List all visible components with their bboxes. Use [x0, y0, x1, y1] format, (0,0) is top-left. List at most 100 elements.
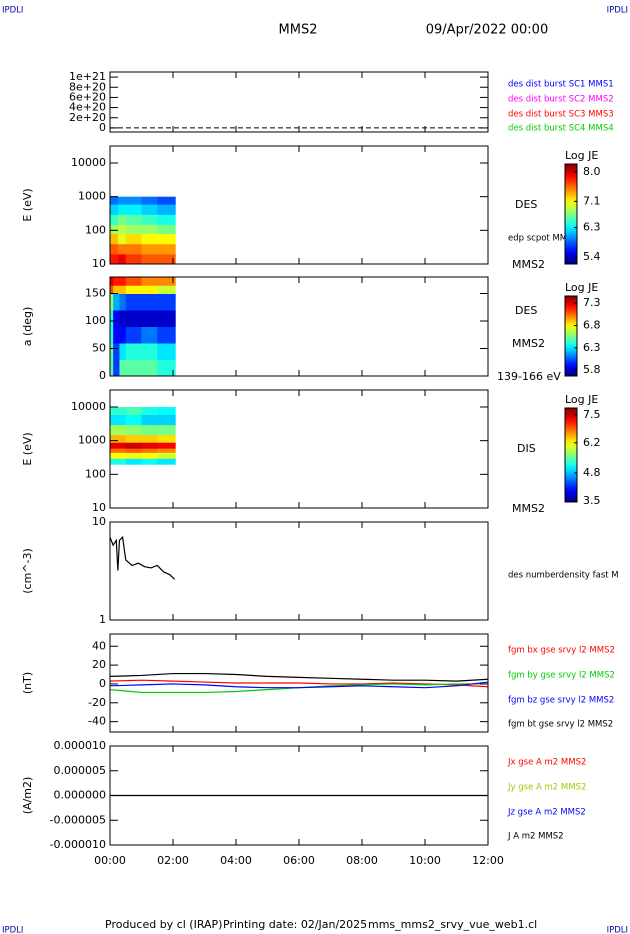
heatmap-cell [157, 310, 176, 327]
y-tick-label: 1000 [78, 434, 106, 447]
panel-frame [109, 521, 489, 621]
heatmap-cell [157, 293, 176, 311]
annotation: MMS2 [512, 502, 545, 515]
colorbar [564, 407, 578, 503]
y-tick-label: 0.000010 [54, 739, 107, 752]
y-tick-label: 150 [85, 287, 106, 300]
heatmap-cell [141, 285, 158, 294]
heatmap-cell [110, 204, 119, 215]
heatmap-cell [113, 277, 120, 286]
heatmap-cell [125, 277, 142, 286]
colorbar-tick-label: 6.3 [583, 221, 601, 234]
heatmap-cell [157, 414, 176, 426]
heatmap-cell [157, 233, 176, 245]
heatmap-cell [119, 277, 127, 286]
heatmap-cell [141, 243, 158, 255]
heatmap-cell [157, 253, 176, 264]
heatmap-cell [110, 452, 127, 459]
y-tick-label: 50 [92, 342, 106, 355]
heatmap-cell [119, 310, 127, 327]
y-tick-label: 10 [92, 515, 106, 528]
legend-entry: Jy gse A m2 MMS2 [507, 783, 586, 793]
heatmap-cell [141, 253, 158, 264]
spacecraft-title: MMS2 [279, 23, 318, 38]
colorbar-tick-label: 4.8 [583, 466, 601, 479]
annotation: DIS [517, 442, 536, 455]
heatmap-cell [141, 310, 158, 327]
heatmap-cell [110, 407, 127, 415]
x-tick-label: 02:00 [157, 854, 189, 867]
colorbar-tick-label: 6.3 [583, 341, 601, 354]
heatmap-cell [141, 293, 158, 311]
heatmap-cell [113, 285, 120, 294]
colorbar-tick-label: 3.5 [583, 494, 601, 507]
x-tick-label: 00:00 [94, 854, 126, 867]
heatmap-cell [141, 204, 158, 215]
corner-label: IPDLI [2, 6, 23, 16]
heatmap-cell [125, 414, 142, 426]
heatmap-cell [117, 204, 127, 215]
heatmap-cell [110, 293, 114, 311]
plot-area [110, 196, 176, 264]
series-line [110, 672, 488, 682]
heatmap-cell [141, 277, 158, 286]
heatmap-cell [157, 343, 176, 360]
heatmap-cell [157, 243, 176, 255]
heatmap-cell [157, 277, 176, 286]
y-tick-label: -40 [88, 715, 106, 728]
heatmap-cell [141, 224, 158, 235]
heatmap-cell [117, 233, 127, 245]
annotation: 139-166 eV [497, 370, 561, 383]
colorbar-title: Log JE [565, 393, 598, 406]
heatmap-cell [119, 359, 127, 376]
heatmap-cell [141, 407, 158, 415]
plot-area [110, 672, 488, 694]
y-axis-title: a (deg) [21, 307, 34, 347]
heatmap-cell [119, 285, 127, 294]
x-tick-label: 10:00 [409, 854, 441, 867]
heatmap-cell [125, 442, 142, 449]
legend-entry: fgm bz gse srvy l2 MMS2 [508, 696, 614, 706]
heatmap-cell [110, 458, 127, 465]
y-tick-label: -0.000005 [50, 813, 106, 826]
y-tick-label: -0.000010 [50, 838, 106, 851]
heatmap-cell [157, 326, 176, 344]
legend-entry: fgm by gse srvy l2 MMS2 [508, 671, 615, 681]
heatmap-cell [125, 343, 142, 360]
colorbar-tick-label: 7.5 [583, 408, 601, 421]
y-tick-label: 0 [99, 677, 106, 690]
y-tick-label: 10 [92, 257, 106, 270]
heatmap-cell [157, 285, 176, 294]
heatmap-cell [110, 224, 119, 235]
heatmap-cell [113, 359, 120, 376]
y-tick-label: 10 [92, 501, 106, 514]
heatmap-cell [110, 277, 114, 286]
heatmap-cell [110, 343, 114, 360]
heatmap-cell [117, 214, 127, 225]
y-tick-label: 40 [92, 639, 106, 652]
heatmap-cell [141, 233, 158, 245]
heatmap-cell [125, 359, 142, 376]
heatmap-cell [141, 343, 158, 360]
heatmap-cell [110, 442, 127, 449]
legend-entry: des dist burst SC1 MMS1 [508, 80, 614, 90]
heatmap-cell [125, 452, 142, 459]
x-tick-label: 06:00 [283, 854, 315, 867]
heatmap-cell [125, 204, 142, 215]
legend-entry: fgm bx gse srvy l2 MMS2 [508, 646, 615, 656]
colorbar-tick-label: 5.8 [583, 363, 601, 376]
heatmap-cell [125, 448, 142, 453]
heatmap-cell [157, 458, 176, 465]
y-tick-label: 20 [92, 658, 106, 671]
colorbar [564, 163, 578, 265]
y-tick-label: 10000 [71, 400, 106, 413]
heatmap-cell [110, 285, 114, 294]
heatmap-cell [125, 285, 142, 294]
heatmap-cell [125, 424, 142, 436]
heatmap-cell [157, 224, 176, 235]
heatmap-cell [113, 326, 120, 344]
heatmap-cell [125, 224, 142, 235]
annotation: DES [515, 198, 537, 211]
annotation: MMS2 [512, 337, 545, 350]
